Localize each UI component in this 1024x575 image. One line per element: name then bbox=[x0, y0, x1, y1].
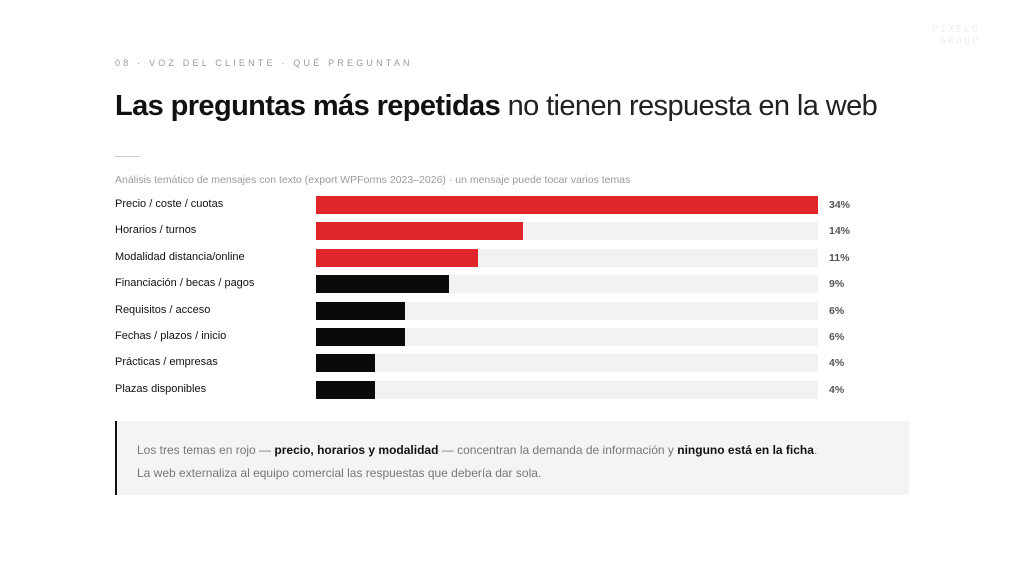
brand-logo: PIXELO GROUP bbox=[932, 24, 980, 48]
bar-track bbox=[316, 381, 818, 399]
callout-emphasis-missing: ninguno está en la ficha bbox=[677, 443, 814, 457]
bar-label: Modalidad distancia/online bbox=[115, 251, 245, 263]
callout-text-a: Los tres temas en rojo — bbox=[137, 443, 275, 457]
logo-line-1: PIXELO bbox=[931, 24, 980, 35]
bar-row: Fechas / plazos / inicio 6% bbox=[115, 328, 875, 346]
bar-row: Horarios / turnos 14% bbox=[115, 222, 875, 240]
bar-value-label: 6% bbox=[829, 331, 845, 343]
bar-label: Financiación / becas / pagos bbox=[115, 277, 255, 289]
bar-label: Prácticas / empresas bbox=[115, 356, 218, 368]
bar bbox=[316, 222, 523, 240]
bar-row: Precio / coste / cuotas 34% bbox=[115, 196, 875, 214]
bar-value-label: 4% bbox=[829, 384, 845, 396]
bar-label: Requisitos / acceso bbox=[115, 304, 211, 316]
chart-subtitle: Análisis temático de mensajes con texto … bbox=[115, 174, 631, 186]
bar-value-label: 14% bbox=[829, 225, 851, 237]
bar-row: Prácticas / empresas 4% bbox=[115, 354, 875, 372]
bar-track bbox=[316, 302, 818, 320]
bar-track bbox=[316, 196, 818, 214]
callout-emphasis-topics: precio, horarios y modalidad bbox=[274, 443, 439, 457]
bar bbox=[316, 275, 449, 293]
bar-row: Plazas disponibles 4% bbox=[115, 381, 875, 399]
bar-track bbox=[316, 275, 818, 293]
bar bbox=[316, 381, 375, 399]
bar bbox=[316, 302, 405, 320]
bar-track bbox=[316, 354, 818, 372]
insight-callout: Los tres temas en rojo — precio, horario… bbox=[115, 421, 909, 495]
logo-line-2: GROUP bbox=[939, 36, 980, 47]
bar-row: Financiación / becas / pagos 9% bbox=[115, 275, 875, 293]
callout-text-e: . bbox=[813, 443, 818, 457]
section-eyebrow: 08 · VOZ DEL CLIENTE · QUÉ PREGUNTAN bbox=[115, 58, 413, 68]
title-divider bbox=[115, 156, 140, 157]
bar-value-label: 34% bbox=[829, 199, 851, 211]
title-strong: Las preguntas más repetidas bbox=[115, 90, 501, 122]
bar bbox=[316, 354, 375, 372]
bar-value-label: 11% bbox=[829, 252, 850, 264]
bar-label: Horarios / turnos bbox=[115, 224, 197, 236]
callout-text-c: — concentran la demanda de información y bbox=[438, 443, 678, 457]
bar-value-label: 9% bbox=[829, 278, 845, 290]
page-title: Las preguntas más repetidas no tienen re… bbox=[115, 90, 878, 123]
callout-line-1: Los tres temas en rojo — precio, horario… bbox=[137, 439, 909, 462]
bar bbox=[316, 196, 818, 214]
bar-label: Plazas disponibles bbox=[115, 383, 207, 395]
bar-label: Fechas / plazos / inicio bbox=[115, 330, 227, 342]
bar-track bbox=[316, 249, 818, 267]
bar-track bbox=[316, 222, 818, 240]
title-rest: no tienen respuesta en la web bbox=[500, 90, 878, 122]
bar bbox=[316, 328, 405, 346]
bar-chart: Precio / coste / cuotas 34% Horarios / tur… bbox=[115, 196, 875, 408]
callout-line-2: La web externaliza al equipo comercial l… bbox=[137, 466, 542, 480]
bar-row: Modalidad distancia/online 11% bbox=[115, 249, 875, 267]
bar-label: Precio / coste / cuotas bbox=[115, 198, 224, 210]
bar-track bbox=[316, 328, 818, 346]
bar bbox=[316, 249, 478, 267]
bar-value-label: 4% bbox=[829, 357, 845, 369]
bar-row: Requisitos / acceso 6% bbox=[115, 302, 875, 320]
bar-value-label: 6% bbox=[829, 305, 845, 317]
